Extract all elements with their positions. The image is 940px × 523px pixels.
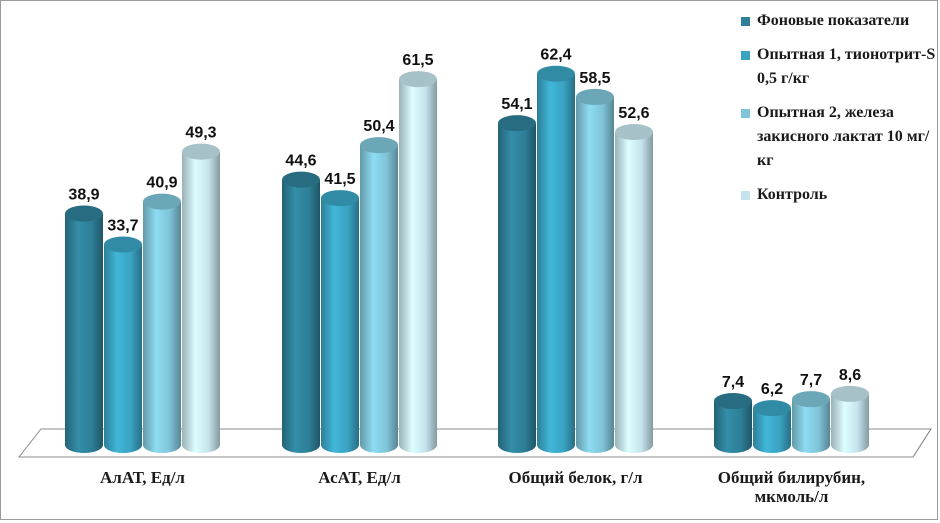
- bar: [282, 171, 320, 453]
- bar-body: [498, 123, 536, 453]
- bar-body: [537, 73, 575, 453]
- legend-swatch: [741, 191, 750, 200]
- bar-body: [143, 201, 181, 453]
- bar-cap: [321, 190, 359, 207]
- bar-body: [792, 399, 830, 453]
- data-label: 38,9: [68, 187, 99, 204]
- bar: [537, 65, 575, 453]
- data-label: 6,2: [761, 381, 783, 398]
- bar-cap: [399, 71, 437, 88]
- bar-body: [576, 96, 614, 453]
- category-label: АсАТ, Ед/л: [318, 468, 401, 487]
- data-label: 58,5: [579, 70, 610, 87]
- bar: [321, 190, 359, 453]
- data-label: 50,4: [363, 118, 394, 135]
- legend-item: Опытная 1, тионотрит-S 0,5 г/кг: [741, 43, 937, 91]
- data-label: 61,5: [402, 52, 433, 69]
- data-label: 33,7: [107, 217, 138, 234]
- bar-cap: [104, 236, 142, 253]
- bar: [399, 71, 437, 453]
- bar-body: [182, 151, 220, 454]
- data-label: 41,5: [324, 171, 355, 188]
- bar-cap: [753, 400, 791, 417]
- bar: [65, 205, 103, 453]
- bar-body: [360, 145, 398, 453]
- bar-cap: [792, 391, 830, 408]
- data-label: 7,7: [800, 372, 822, 389]
- bar-cap: [65, 205, 103, 222]
- bar-cap: [182, 143, 220, 160]
- bar: [143, 193, 181, 453]
- bar: [753, 400, 791, 453]
- bar: [615, 124, 653, 453]
- category-label: Общий билирубин, мкмоль/л: [717, 468, 866, 506]
- data-label: 44,6: [285, 153, 316, 170]
- bar-cap: [714, 392, 752, 409]
- bar-body: [321, 198, 359, 453]
- data-label: 49,3: [185, 125, 216, 142]
- bar-cap: [615, 124, 653, 141]
- bar-cap: [576, 88, 614, 105]
- data-label: 7,4: [722, 374, 744, 391]
- bars-group: [65, 65, 869, 454]
- legend-item: Опытная 2, железа закисного лактат 10 мг…: [741, 101, 937, 173]
- bar-body: [399, 79, 437, 453]
- bar-cap: [537, 65, 575, 82]
- bar: [714, 392, 752, 453]
- bar-body: [615, 132, 653, 453]
- data-label: 62,4: [540, 47, 571, 64]
- bar-cap: [498, 115, 536, 132]
- category-label: Общий белок, г/л: [508, 468, 643, 487]
- bar: [576, 88, 614, 453]
- bar-body: [714, 400, 752, 453]
- bar: [831, 385, 869, 453]
- data-label: 54,1: [501, 96, 532, 113]
- legend-label: Фоновые показатели: [757, 12, 910, 29]
- bar-body: [282, 179, 320, 453]
- bar-body: [65, 213, 103, 453]
- legend-item: Контроль: [741, 183, 937, 207]
- legend-label: Опытная 2, железа закисного лактат 10 мг…: [757, 104, 930, 169]
- legend-swatch: [741, 17, 750, 26]
- bar: [104, 236, 142, 453]
- bar-body: [831, 393, 869, 453]
- bar: [792, 391, 830, 453]
- legend-label: Контроль: [757, 186, 828, 203]
- data-label: 40,9: [146, 175, 177, 192]
- data-label: 52,6: [618, 105, 649, 122]
- bar: [498, 115, 536, 453]
- bar-cap: [360, 137, 398, 154]
- legend-swatch: [741, 109, 750, 118]
- data-label: 8,6: [839, 367, 861, 384]
- bar: [360, 137, 398, 453]
- bar-cap: [282, 171, 320, 188]
- chart-legend: Фоновые показатели Опытная 1, тионотрит-…: [741, 9, 937, 217]
- bar-body: [104, 244, 142, 453]
- value-labels-group: 38,9 33,7 40,9 49,3 44,6 41,5 50,4 61,5 54,1 62,4…: [68, 47, 861, 398]
- bar: [182, 143, 220, 454]
- bar-cap: [143, 193, 181, 210]
- category-label: АлАТ, Ед/л: [100, 468, 185, 487]
- legend-item: Фоновые показатели: [741, 9, 937, 33]
- chart-floor: [17, 428, 932, 458]
- legend-swatch: [741, 51, 750, 60]
- floor-edge: [912, 428, 932, 458]
- bar-body: [753, 408, 791, 453]
- legend-label: Опытная 1, тионотрит-S 0,5 г/кг: [757, 46, 936, 87]
- bar-cap: [831, 385, 869, 402]
